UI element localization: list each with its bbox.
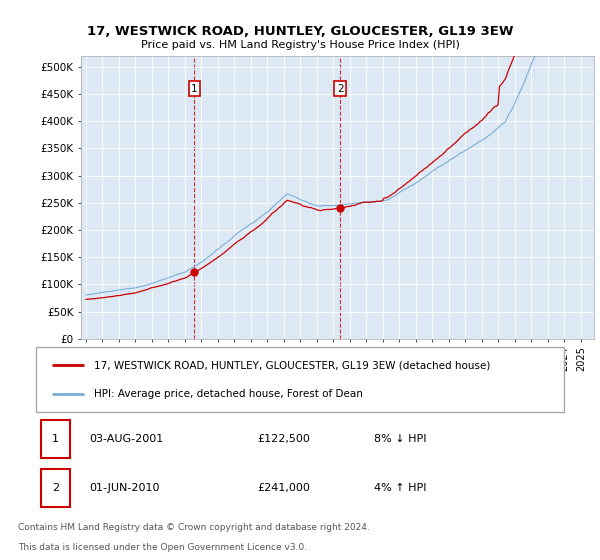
Text: 17, WESTWICK ROAD, HUNTLEY, GLOUCESTER, GL19 3EW: 17, WESTWICK ROAD, HUNTLEY, GLOUCESTER, …: [87, 25, 513, 38]
FancyBboxPatch shape: [41, 469, 70, 506]
Text: 17, WESTWICK ROAD, HUNTLEY, GLOUCESTER, GL19 3EW (detached house): 17, WESTWICK ROAD, HUNTLEY, GLOUCESTER, …: [94, 360, 490, 370]
Text: This data is licensed under the Open Government Licence v3.0.: This data is licensed under the Open Gov…: [18, 543, 307, 552]
FancyBboxPatch shape: [41, 420, 70, 458]
Text: £122,500: £122,500: [258, 434, 311, 444]
Text: 2: 2: [337, 83, 344, 94]
Text: 8% ↓ HPI: 8% ↓ HPI: [374, 434, 427, 444]
Text: 4% ↑ HPI: 4% ↑ HPI: [374, 483, 427, 493]
Text: 03-AUG-2001: 03-AUG-2001: [89, 434, 163, 444]
Text: 1: 1: [191, 83, 198, 94]
Text: 1: 1: [52, 434, 59, 444]
FancyBboxPatch shape: [36, 347, 564, 412]
Text: 01-JUN-2010: 01-JUN-2010: [89, 483, 160, 493]
Text: £241,000: £241,000: [258, 483, 311, 493]
Text: 2: 2: [52, 483, 59, 493]
Text: HPI: Average price, detached house, Forest of Dean: HPI: Average price, detached house, Fore…: [94, 389, 363, 399]
Text: Contains HM Land Registry data © Crown copyright and database right 2024.: Contains HM Land Registry data © Crown c…: [18, 523, 370, 532]
Text: Price paid vs. HM Land Registry's House Price Index (HPI): Price paid vs. HM Land Registry's House …: [140, 40, 460, 50]
